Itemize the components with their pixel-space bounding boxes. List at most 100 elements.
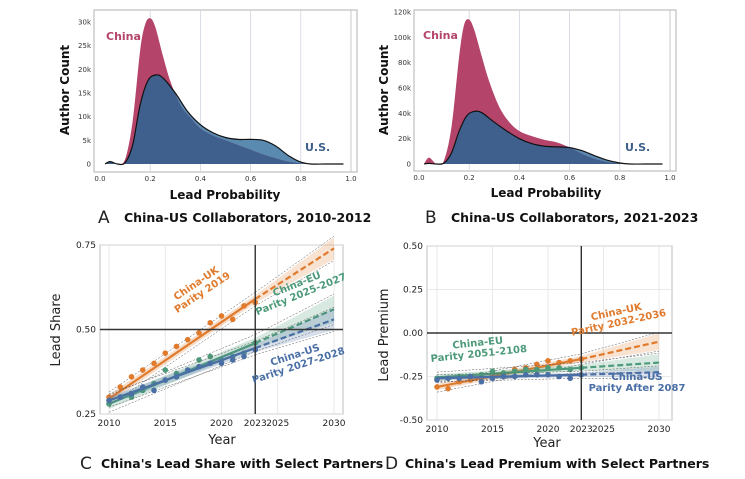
y-tick-label: 20k: [398, 135, 412, 143]
panel-c-plot: 2010 2015 2020 2025 203020230.250.500.75Chin…: [76, 236, 348, 429]
x-tick-label-highlight: 2023: [570, 425, 593, 435]
x-tick-label-highlight: 2023: [244, 419, 267, 429]
data-point: [489, 375, 496, 382]
band-edge: [436, 377, 582, 382]
fit-line: [108, 298, 256, 400]
x-tick-label: 0.6: [245, 175, 257, 183]
x-tick-label: 2010: [98, 419, 121, 429]
data-point: [106, 397, 112, 404]
us-density-area: [424, 111, 625, 165]
series-annotation-line1: China-EU: [452, 335, 504, 351]
projection-band-edge: [581, 352, 660, 363]
x-tick-label: 2015: [481, 425, 504, 435]
band-edge: [108, 341, 256, 394]
y-tick-label: 80k: [398, 59, 412, 67]
caption-c: C China's Lead Share with Select Partner…: [80, 454, 383, 474]
x-tick-label: 2010: [426, 425, 449, 435]
y-tick-label: 60k: [398, 85, 412, 93]
caption-title-d: China's Lead Premium with Select Partner…: [405, 456, 709, 471]
data-point: [151, 360, 157, 367]
x-tick-label: 0.0: [94, 175, 105, 183]
data-point: [173, 374, 180, 380]
data-point: [218, 360, 225, 367]
data-point: [128, 390, 135, 397]
us-label: U.S.: [305, 141, 330, 154]
data-point: [241, 303, 247, 309]
data-point: [241, 353, 247, 360]
data-point: [511, 373, 518, 380]
data-point: [196, 330, 202, 336]
data-point: [196, 357, 202, 363]
china-label: China: [423, 29, 458, 42]
data-point: [489, 368, 496, 375]
x-tick-label: 2025: [592, 425, 615, 435]
data-point: [545, 365, 551, 371]
caption-a: A China-US Collaborators, 2010-2012: [98, 208, 371, 228]
china-label: China: [106, 30, 141, 43]
caption-b: B China-US Collaborators, 2021-2023: [425, 208, 698, 228]
caption-letter-c: C: [80, 454, 92, 474]
projection-band-edge: [255, 331, 335, 356]
y-tick-label: 0: [87, 161, 91, 169]
data-point: [523, 371, 529, 378]
data-point: [139, 384, 146, 390]
caption-title-a: China-US Collaborators, 2010-2012: [124, 210, 371, 225]
band-edge: [108, 354, 256, 408]
data-point: [556, 359, 562, 366]
projection-line: [254, 308, 335, 345]
ylabel-d: Lead Premium: [377, 288, 392, 381]
projection-line: [254, 247, 335, 301]
caption-title-c: China's Lead Share with Select Partners: [101, 456, 383, 471]
data-point: [567, 366, 573, 373]
y-tick-label: 0: [407, 161, 411, 169]
caption-letter-a: A: [98, 208, 110, 228]
data-point: [556, 365, 562, 371]
data-point: [467, 373, 474, 380]
data-point: [545, 358, 551, 364]
data-point: [478, 378, 485, 385]
data-point: [229, 316, 236, 323]
data-point: [128, 374, 135, 380]
panel-a-plot: 0.0 0.2 0.4 0.6 0.8 1.0 0 5k 10k 15k 20k 25k 30k Chin…: [78, 9, 358, 183]
projection-band-edge: [581, 365, 660, 372]
series-annotation-line2: Parity After 2087: [589, 383, 686, 394]
x-tick-label: 1.0: [664, 174, 675, 182]
xlabel-c: Year: [207, 433, 236, 448]
panel-b-plot: 0.0 0.2 0.4 0.6 0.8 1.0 0 20k 40k 60k 80k 100k 120k C…: [394, 9, 677, 182]
y-tick-label: 0.25: [403, 286, 423, 296]
y-tick-label: 100k: [394, 34, 412, 42]
caption-letter-d: D: [385, 454, 398, 474]
data-point: [534, 361, 540, 368]
y-tick-label: 25k: [78, 42, 92, 50]
series-annotation: China-US Parity After 2087: [589, 372, 686, 394]
us-density-line: [104, 74, 344, 166]
ylabel-b: Author Count: [377, 45, 391, 136]
projection-line: [581, 340, 660, 361]
data-point: [567, 358, 573, 364]
x-tick-label: 1.0: [345, 175, 356, 183]
y-tick-label: 15k: [78, 90, 92, 98]
data-point: [139, 367, 146, 373]
caption-d: D China's Lead Premium with Select Partn…: [385, 454, 709, 474]
y-tick-label: 0.50: [403, 242, 423, 252]
x-tick-label: 0.2: [464, 174, 475, 182]
x-tick-label: 2015: [154, 419, 177, 429]
data-point: [456, 375, 463, 382]
x-tick-label: 2030: [323, 419, 346, 429]
data-point: [151, 387, 157, 394]
y-tick-label: 0.75: [76, 241, 96, 251]
y-tick-label: 120k: [394, 9, 412, 17]
data-point: [434, 384, 440, 390]
projection-band-edge: [255, 306, 335, 342]
projection-line: [581, 361, 660, 369]
projection-line: [254, 318, 335, 350]
band-edge: [108, 305, 256, 406]
data-point: [218, 313, 225, 319]
data-point: [445, 375, 451, 382]
y-tick-label: 0.50: [76, 326, 96, 336]
xlabel-d: Year: [532, 436, 561, 451]
data-point: [434, 377, 440, 383]
x-tick-label: 0.6: [564, 174, 576, 182]
xlabel-a: Lead Probability: [170, 188, 281, 202]
